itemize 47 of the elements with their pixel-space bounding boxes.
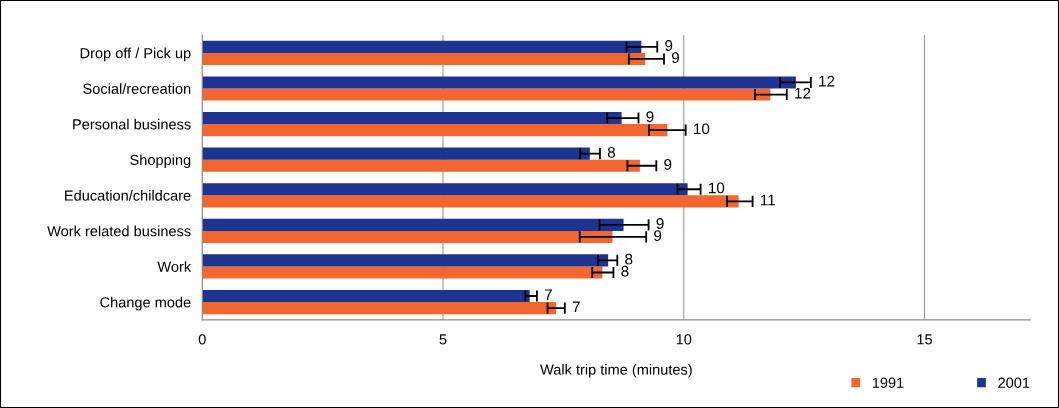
- bar: [202, 159, 640, 172]
- data-label: 11: [760, 194, 775, 206]
- data-label: 10: [708, 182, 725, 194]
- data-label: 9: [664, 159, 672, 170]
- y-tick-label: Personal business: [73, 118, 191, 130]
- x-tick-label: 0: [198, 334, 206, 345]
- data-label: 9: [646, 111, 654, 123]
- x-tick-label: 10: [676, 334, 692, 345]
- y-tick-label: Work: [157, 261, 192, 272]
- data-label: 9: [654, 230, 662, 242]
- bar: [202, 88, 771, 101]
- data-label: 9: [671, 52, 679, 64]
- data-label: 8: [625, 253, 633, 265]
- y-tick-label: Shopping: [130, 154, 191, 168]
- data-label: 9: [665, 40, 673, 51]
- data-label: 7: [544, 289, 552, 300]
- data-label: 8: [621, 265, 629, 277]
- bar: [202, 230, 613, 243]
- bar: [202, 76, 796, 89]
- data-label: 7: [572, 301, 580, 313]
- bar: [202, 254, 609, 267]
- bar: [202, 195, 739, 208]
- bar: [202, 111, 622, 125]
- data-label: 9: [656, 218, 664, 229]
- bar: [202, 52, 646, 65]
- y-tick-label: Social/recreation: [83, 83, 191, 94]
- y-tick-label: Work related business: [47, 225, 191, 237]
- data-label: 12: [819, 75, 835, 87]
- bar: [202, 302, 557, 315]
- bar: [202, 124, 668, 137]
- x-tick-label: 5: [439, 334, 447, 345]
- bar: [202, 40, 642, 53]
- bar: [202, 147, 590, 160]
- data-label: 8: [607, 146, 616, 158]
- bar: [202, 183, 688, 196]
- bar: [202, 266, 603, 279]
- data-label: 10: [694, 123, 710, 135]
- x-tick-label: 15: [917, 334, 932, 345]
- y-tick-label: Education/childcare: [65, 189, 191, 201]
- x-axis-title: Walk trip time (minutes): [540, 364, 692, 378]
- y-tick-label: Drop off / Pick up: [80, 47, 191, 62]
- data-label: 12: [795, 87, 811, 99]
- legend-label: 2001: [998, 377, 1030, 388]
- y-tick-label: Change mode: [100, 296, 191, 311]
- legend-label: 1991: [872, 377, 904, 388]
- bar: [202, 218, 624, 231]
- bar: [202, 289, 530, 303]
